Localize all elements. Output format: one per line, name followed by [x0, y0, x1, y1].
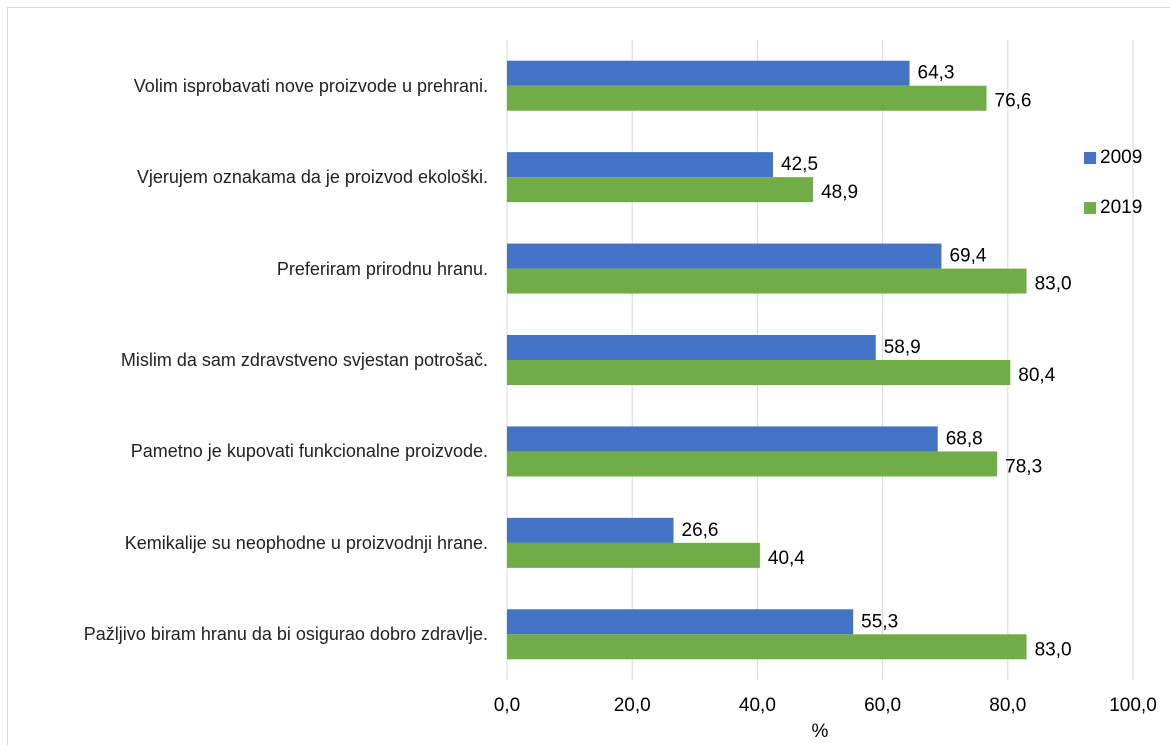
value-label: 83,0 [1035, 274, 1072, 295]
x-axis-title: % [812, 721, 829, 742]
bar [507, 517, 674, 543]
value-label: 42,5 [781, 154, 818, 175]
bar [507, 542, 760, 568]
category-text: Volim isprobavati nove proizvode u prehr… [133, 75, 488, 96]
value-label: 58,9 [884, 337, 921, 358]
legend-swatch [1084, 152, 1096, 164]
category-label: Mislim da sam zdravstveno svjestan potro… [8, 314, 488, 405]
bar [507, 268, 1027, 294]
bar [507, 360, 1011, 385]
value-label: 55,3 [861, 611, 898, 632]
value-label: 64,3 [918, 63, 955, 84]
category-label: Preferiram prirodnu hranu. [8, 223, 488, 314]
value-label: 26,6 [682, 520, 719, 541]
chart-border [7, 7, 1170, 745]
legend-swatch [1084, 202, 1096, 214]
x-tick-label: 60,0 [864, 695, 901, 716]
bar [507, 426, 938, 452]
value-label: 76,6 [995, 91, 1032, 112]
value-label: 78,3 [1005, 456, 1042, 477]
value-label: 80,4 [1018, 365, 1055, 386]
category-label: Pametno je kupovati funkcionalne proizvo… [8, 406, 488, 497]
bar [507, 85, 987, 111]
category-text: Pažljivo biram hranu da bi osigurao dobr… [83, 624, 488, 645]
category-text: Preferiram prirodnu hranu. [276, 258, 488, 279]
category-text: Kemikalije su neophodne u proizvodnji hr… [124, 532, 488, 553]
bar [507, 634, 1027, 660]
value-label: 40,4 [768, 548, 805, 569]
x-tick-label: 40,0 [739, 695, 776, 716]
bar [507, 243, 942, 269]
bar [507, 152, 774, 178]
x-tick-label: 80,0 [989, 695, 1026, 716]
value-label: 48,9 [821, 182, 858, 203]
category-text: Mislim da sam zdravstveno svjestan potro… [120, 349, 488, 370]
value-label: 83,0 [1035, 639, 1072, 660]
legend-label: 2009 [1100, 147, 1142, 168]
category-text: Vjerujem oznakama da je proizvod ekološk… [136, 167, 488, 188]
x-tick-label: 20,0 [614, 695, 651, 716]
category-label: Pažljivo biram hranu da bi osigurao dobr… [8, 589, 488, 680]
bar [507, 451, 998, 477]
value-label: 68,8 [946, 428, 983, 449]
legend-label: 2019 [1100, 197, 1142, 218]
category-label: Volim isprobavati nove proizvode u prehr… [8, 40, 488, 131]
bar [507, 60, 910, 86]
x-tick-label: 100,0 [1109, 695, 1157, 716]
bar [507, 177, 814, 203]
category-text: Pametno je kupovati funkcionalne proizvo… [130, 441, 488, 462]
x-tick-label: 0,0 [494, 695, 520, 716]
bar [507, 609, 854, 635]
value-label: 69,4 [949, 246, 986, 267]
bar [507, 335, 876, 360]
category-label: Kemikalije su neophodne u proizvodnji hr… [8, 497, 488, 588]
category-label: Vjerujem oznakama da je proizvod ekološk… [8, 131, 488, 222]
